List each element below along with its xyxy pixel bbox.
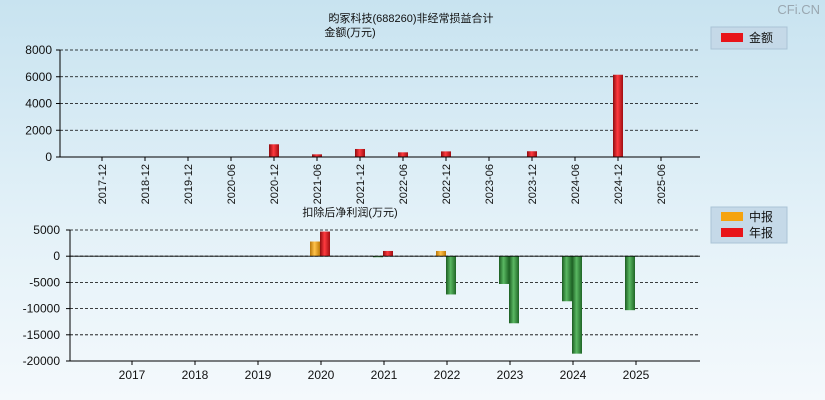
chart2-bar-annual-2024 — [572, 256, 582, 354]
chart2-bar-interim-2023 — [499, 256, 509, 284]
chart1-bar-2021-12 — [355, 148, 365, 157]
brand-watermark: CFi.CN — [777, 2, 820, 17]
chart2-xtick-label: 2018 — [182, 368, 209, 382]
chart1-ytick-label: 0 — [45, 150, 52, 164]
chart1-ytick-label: 2000 — [25, 123, 52, 137]
chart1-legend: 金额 — [710, 26, 788, 50]
chart2-ytick-label: -15000 — [23, 328, 61, 342]
chart1-bar-2021-06 — [312, 154, 322, 157]
chart2-ytick-label: -5000 — [29, 275, 60, 289]
chart2-xtick-label: 2025 — [623, 368, 650, 382]
chart-net-profit: 扣除后净利润(万元) 中报 年报 -20000 -15000 -10000 -5000… — [23, 205, 788, 382]
chart2-xtick-label: 2017 — [119, 368, 146, 382]
chart2-bar-annual-2022 — [446, 256, 456, 295]
chart1-xtick-label: 2020-12 — [269, 164, 281, 204]
chart2-ytick-label: 0 — [53, 249, 60, 263]
chart1-xtick-label: 2023-12 — [527, 164, 539, 204]
chart1-bar-2023-12 — [527, 151, 537, 157]
chart2-bar-interim-2022 — [436, 250, 446, 257]
chart2-xtick-label: 2022 — [434, 368, 461, 382]
chart2-bar-interim-2024 — [562, 256, 572, 302]
chart1-xtick-label: 2017-12 — [97, 164, 109, 204]
chart1-ytick-label: 8000 — [25, 43, 52, 57]
chart1-xtick-label: 2021-06 — [312, 164, 324, 204]
chart1-title: 昀冢科技(688260)非经常损益合计 — [328, 11, 493, 25]
chart2-xtick-label: 2024 — [560, 368, 587, 382]
chart2-xtick-label: 2020 — [308, 368, 335, 382]
chart1-legend-label: 金额 — [749, 30, 773, 45]
chart2-bar-interim-2021 — [373, 256, 383, 258]
chart1-bar-2022-06 — [398, 152, 408, 157]
chart2-ytick-label: 5000 — [33, 223, 60, 237]
chart1-legend-swatch — [721, 33, 743, 42]
chart1-subtitle: 金额(万元) — [324, 25, 375, 39]
chart2-legend-label-annual: 年报 — [749, 225, 773, 240]
chart1-ytick-label: 6000 — [25, 70, 52, 84]
chart2-bar-interim-2020 — [310, 241, 320, 257]
chart1-xtick-label: 2024-12 — [613, 164, 625, 204]
chart2-title: 扣除后净利润(万元) — [302, 205, 397, 219]
chart1-xtick-label: 2025-06 — [656, 164, 668, 204]
chart2-ytick-label: -20000 — [23, 354, 61, 368]
chart1-xtick-label: 2021-12 — [355, 164, 367, 204]
chart1-xtick-label: 2020-06 — [226, 164, 238, 204]
chart2-legend-swatch-annual — [721, 228, 743, 237]
chart1-bar-2020-12 — [269, 144, 279, 157]
chart1-xtick-label: 2023-06 — [484, 164, 496, 204]
chart2-xtick-label: 2023 — [497, 368, 524, 382]
chart2-bar-interim-2025 — [625, 256, 635, 311]
chart-nonrecurring: 昀冢科技(688260)非经常损益合计 金额(万元) 金额 0 2000 4000 6… — [25, 11, 788, 204]
chart2-bar-annual-2023 — [509, 256, 519, 324]
chart1-xtick-label: 2022-12 — [441, 164, 453, 204]
chart2-legend: 中报 年报 — [710, 206, 788, 244]
chart1-xtick-label: 2019-12 — [183, 164, 195, 204]
chart2-xtick-label: 2021 — [371, 368, 398, 382]
chart1-ytick-label: 4000 — [25, 97, 52, 111]
chart1-xtick-label: 2022-06 — [398, 164, 410, 204]
chart1-legend-box — [710, 26, 788, 50]
chart2-xtick-label: 2019 — [245, 368, 272, 382]
chart1-bar-2022-12 — [441, 151, 451, 157]
chart2-ytick-label: -10000 — [23, 302, 61, 316]
chart2-bar-annual-2021 — [383, 250, 393, 257]
chart2-legend-swatch-interim — [721, 212, 743, 221]
chart2-bar-annual-2020 — [320, 231, 330, 257]
chart2-legend-label-interim: 中报 — [749, 209, 773, 224]
chart1-xtick-label: 2018-12 — [140, 164, 152, 204]
chart1-bar-2024-12 — [613, 74, 623, 157]
chart1-xtick-label: 2024-06 — [570, 164, 582, 204]
